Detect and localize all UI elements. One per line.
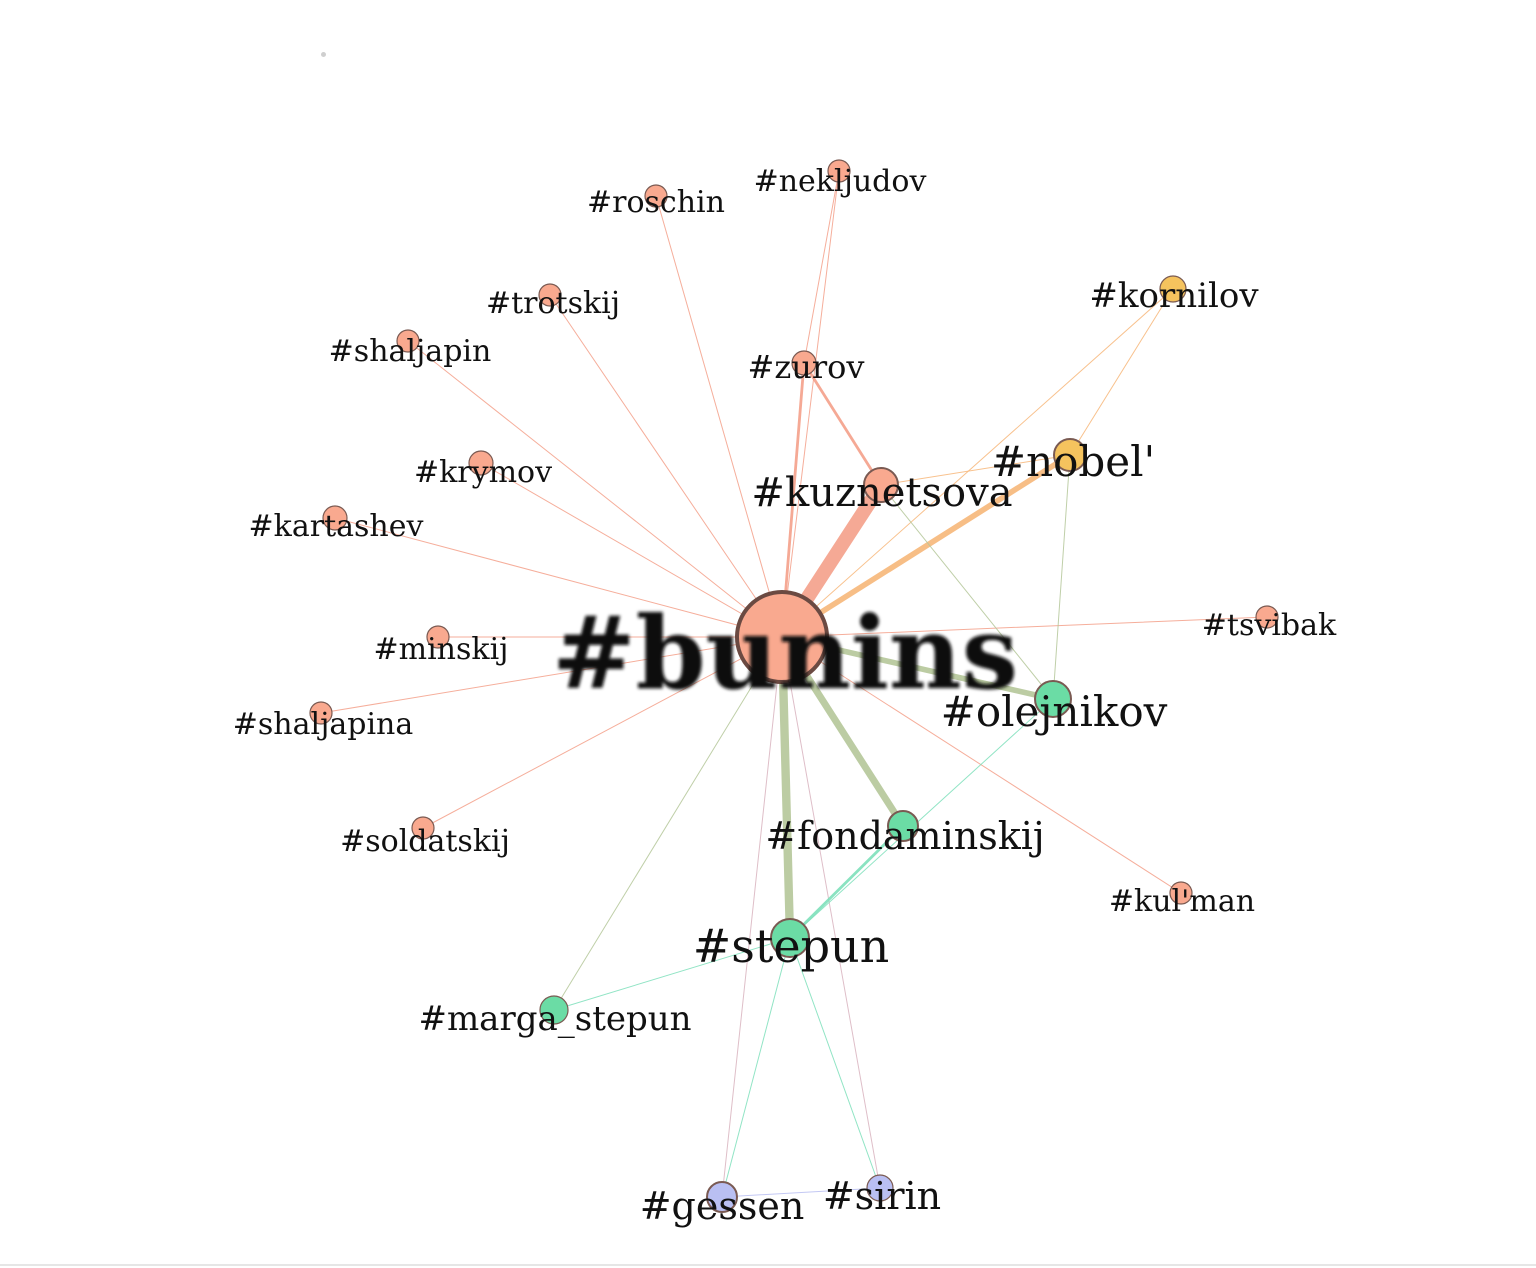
nodes-layer <box>309 159 1279 1213</box>
label-kuznetsova: #kuznetsova <box>751 470 1012 516</box>
node-kulman[interactable] <box>1169 881 1193 905</box>
edge-bunins-shaljapin <box>407 340 783 638</box>
edge-stepun-sirin <box>789 937 881 1189</box>
edge-kuznetsova-zurov <box>802 361 883 487</box>
node-sirin[interactable] <box>866 1174 894 1202</box>
edge-bunins-kartashev <box>334 517 783 638</box>
edge-bunins-shaljapina <box>320 636 783 714</box>
bottom-divider <box>0 1264 1536 1266</box>
edge-olejnikov-stepun <box>789 698 1054 939</box>
edge-bunins-marga_stepun <box>553 636 783 1011</box>
label-shaljapin: #shaljapin <box>329 334 492 369</box>
node-kornilov[interactable] <box>1159 275 1187 303</box>
edge-stepun-marga_stepun <box>553 937 791 1011</box>
edge-kuznetsova-nobel <box>880 454 1071 486</box>
node-marga_stepun[interactable] <box>539 995 569 1025</box>
edge-bunins-soldatskij <box>422 636 783 829</box>
node-shaljapina[interactable] <box>309 701 333 725</box>
edge-fondaminskij-stepun <box>788 824 905 940</box>
label-soldatskij: #soldatskij <box>340 824 510 859</box>
node-fondaminskij[interactable] <box>887 810 919 842</box>
label-nekljudov: #nekljudov <box>754 164 927 199</box>
node-olejnikov[interactable] <box>1034 680 1072 718</box>
label-sirin: #sirin <box>823 1174 941 1218</box>
node-krymov[interactable] <box>468 450 494 476</box>
edge-bunins-gessen <box>721 636 783 1198</box>
edge-bunins-sirin <box>781 636 881 1189</box>
node-shaljapin[interactable] <box>396 329 420 353</box>
node-roschin[interactable] <box>644 184 668 208</box>
label-marga_stepun: #marga_stepun <box>418 999 691 1039</box>
node-gessen[interactable] <box>706 1181 738 1213</box>
node-zurov[interactable] <box>791 350 817 376</box>
edge-kuznetsova-olejnikov <box>880 484 1054 700</box>
label-krymov: #krymov <box>414 455 552 490</box>
label-minskij: #minskij <box>374 632 509 667</box>
label-zurov: #zurov <box>748 348 865 386</box>
node-nekljudov[interactable] <box>827 159 851 183</box>
edge-bunins-kornilov <box>781 288 1174 638</box>
edge-bunins-nobel <box>779 452 1073 640</box>
label-fondaminskij: #fondaminskij <box>765 814 1044 858</box>
label-tsvibak: #tsvibak <box>1202 608 1337 643</box>
node-trotskij[interactable] <box>538 283 562 307</box>
node-minskij[interactable] <box>426 625 450 649</box>
labels-layer: #bunins #kuznetsova#nobel' #kornilov #olejn… <box>233 164 1337 1228</box>
edge-nobel-kornilov <box>1069 288 1174 456</box>
label-bunins: #bunins <box>552 594 1018 712</box>
edge-bunins-stepun <box>777 632 795 943</box>
node-soldatskij[interactable] <box>411 816 435 840</box>
edge-bunins-krymov <box>480 462 783 638</box>
label-kulman: #kul'man <box>1109 884 1255 919</box>
edge-bunins-trotskij <box>549 294 783 638</box>
edge-bunins-nekljudov <box>781 170 840 638</box>
label-olejnikov: #olejnikov <box>941 687 1168 736</box>
label-kornilov: #kornilov <box>1089 276 1259 316</box>
label-shaljapina: #shaljapina <box>233 707 414 742</box>
edge-bunins-roschin <box>655 195 783 638</box>
edge-bunins-kulman <box>781 636 1182 894</box>
node-bunins[interactable] <box>735 590 829 684</box>
stray-dot <box>321 52 326 57</box>
node-kuznetsova[interactable] <box>863 467 899 503</box>
label-kartashev: #kartashev <box>249 509 424 544</box>
label-nobel: #nobel' <box>991 437 1155 486</box>
edge-zurov-nekljudov <box>803 170 840 364</box>
edge-nobel-olejnikov <box>1052 454 1071 700</box>
label-stepun: #stepun <box>693 919 890 973</box>
node-nobel[interactable] <box>1053 438 1087 472</box>
edge-stepun-gessen <box>721 937 791 1198</box>
label-gessen: #gessen <box>640 1184 805 1228</box>
node-tsvibak[interactable] <box>1255 605 1279 629</box>
node-kartashev[interactable] <box>322 505 348 531</box>
label-roschin: #roschin <box>587 185 725 220</box>
edges-layer <box>320 170 1268 1198</box>
label-trotskij: #trotskij <box>486 286 620 321</box>
node-stepun[interactable] <box>770 918 810 958</box>
edge-gessen-sirin <box>721 1187 881 1198</box>
edge-bunins-tsvibak <box>781 616 1268 638</box>
